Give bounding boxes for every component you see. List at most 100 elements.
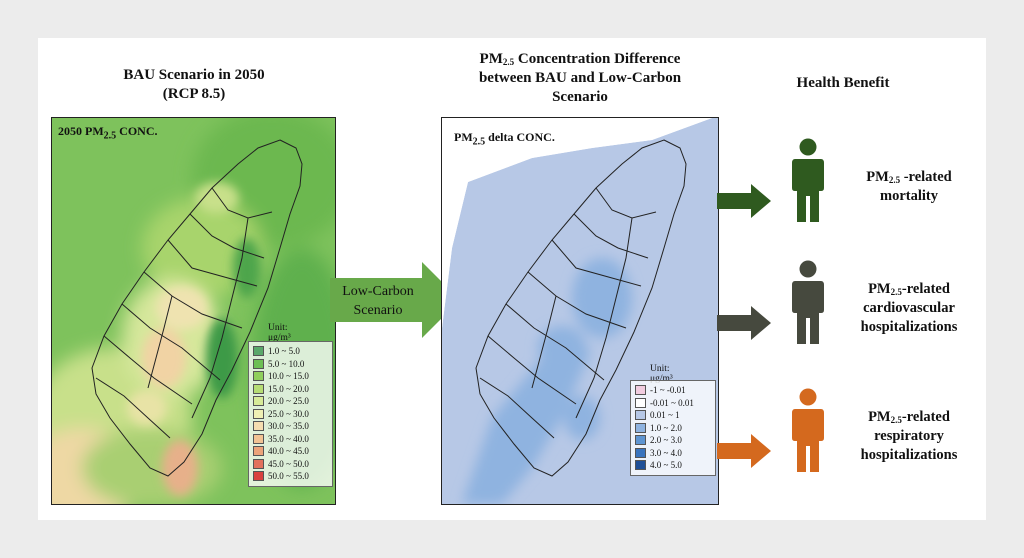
- bau-legend-label: 15.0 ~ 20.0: [268, 383, 309, 394]
- benefit-related: -related: [901, 281, 950, 297]
- bau-map-label-post: CONC.: [116, 124, 158, 138]
- middle-title-sub: 2.5: [502, 57, 515, 67]
- middle-title-line1: PM2.5 Concentration Difference: [440, 50, 720, 69]
- bau-legend-item: 20.0 ~ 25.0: [253, 395, 328, 408]
- delta-legend-label: 4.0 ~ 5.0: [650, 460, 682, 471]
- benefit-label-line2: respiratory: [874, 428, 944, 444]
- bau-legend-item: 45.0 ~ 50.0: [253, 458, 328, 471]
- bau-legend-swatch: [253, 408, 264, 419]
- bau-legend-label: 10.0 ~ 15.0: [268, 371, 309, 382]
- delta-legend-item: -0.01 ~ 0.01: [635, 397, 711, 410]
- bau-map: 2050 PM2.5 CONC. Unit: μg/m³ 1.0 ~ 5.0 5.…: [51, 117, 336, 505]
- benefit-pm: PM: [866, 169, 889, 185]
- delta-legend-swatch: [635, 410, 646, 421]
- bau-legend-label: 20.0 ~ 25.0: [268, 396, 309, 407]
- benefit-label: PM2.5-related respiratory hospitalizations: [834, 408, 984, 465]
- delta-legend-swatch: [635, 422, 646, 433]
- benefit-pm-sub: 2.5: [888, 175, 901, 185]
- benefit-related: -related: [901, 409, 950, 425]
- delta-legend-item: 2.0 ~ 3.0: [635, 434, 711, 447]
- person-body: [792, 281, 824, 344]
- benefit-arrow: [717, 184, 771, 218]
- benefit-label-line3: hospitalizations: [860, 447, 958, 463]
- bau-legend-swatch: [253, 433, 264, 444]
- person-body: [792, 159, 824, 222]
- person-head: [799, 138, 817, 156]
- person-head: [799, 388, 817, 406]
- bau-legend-swatch: [253, 383, 264, 394]
- delta-map: PM2.5 delta CONC. Unit: μg/m³ -1 ~ -0.01…: [441, 117, 719, 505]
- health-benefit-title: Health Benefit: [796, 75, 890, 91]
- benefit-pm-sub: 2.5: [890, 415, 902, 425]
- delta-legend-unit: Unit: μg/m³: [650, 364, 673, 384]
- bau-map-label: 2050 PM2.5 CONC.: [58, 124, 158, 141]
- bau-legend-unit: Unit: μg/m³: [268, 323, 291, 343]
- arrow-label-line1: Low-Carbon: [342, 284, 414, 299]
- delta-map-label-sub: 2.5: [472, 136, 486, 148]
- delta-legend-item: 3.0 ~ 4.0: [635, 447, 711, 460]
- middle-title-line2: between BAU and Low-Carbon: [478, 70, 682, 86]
- delta-legend-box: -1 ~ -0.01 -0.01 ~ 0.01 0.01 ~ 1 1.0 ~ 2.0 2…: [630, 380, 716, 476]
- bau-legend-label: 1.0 ~ 5.0: [268, 346, 300, 357]
- delta-legend-label: 1.0 ~ 2.0: [650, 422, 682, 433]
- benefit-arrow-shape: [717, 306, 771, 340]
- left-title-line2: (RCP 8.5): [162, 86, 226, 102]
- middle-title-line1-post: Concentration Difference: [514, 51, 681, 67]
- delta-legend-item: -1 ~ -0.01: [635, 384, 711, 397]
- bau-legend-label: 50.0 ~ 55.0: [268, 471, 309, 482]
- delta-legend-label: 3.0 ~ 4.0: [650, 447, 682, 458]
- delta-legend-item: 0.01 ~ 1: [635, 409, 711, 422]
- benefit-pm: PM: [868, 409, 891, 425]
- delta-map-label-post: delta CONC.: [485, 130, 555, 144]
- delta-legend-label: 0.01 ~ 1: [650, 410, 680, 421]
- benefit-label-line1: PM2.5 -related: [834, 168, 984, 187]
- person-head: [799, 260, 817, 278]
- benefit-label-line1: PM2.5-related: [834, 408, 984, 427]
- benefit-label-line1: PM2.5-related: [834, 280, 984, 299]
- bau-legend-item: 1.0 ~ 5.0: [253, 345, 328, 358]
- bau-legend-swatch: [253, 421, 264, 432]
- person-icon: [792, 260, 824, 344]
- left-title-line1: BAU Scenario in 2050: [123, 67, 265, 83]
- delta-legend-label: 2.0 ~ 3.0: [650, 435, 682, 446]
- bau-legend-swatch: [253, 471, 264, 482]
- bau-legend-item: 40.0 ~ 45.0: [253, 445, 328, 458]
- middle-title-line3: Scenario: [552, 89, 608, 105]
- benefit-arrow: [717, 434, 771, 468]
- bau-legend-item: 25.0 ~ 30.0: [253, 408, 328, 421]
- bau-legend-label: 35.0 ~ 40.0: [268, 433, 309, 444]
- person-body: [792, 409, 824, 472]
- delta-legend-label: -0.01 ~ 0.01: [650, 397, 694, 408]
- bau-legend-swatch: [253, 396, 264, 407]
- delta-legend-swatch: [635, 385, 646, 396]
- bau-legend-label: 40.0 ~ 45.0: [268, 446, 309, 457]
- bau-legend-label: 5.0 ~ 10.0: [268, 358, 305, 369]
- bau-legend-box: 1.0 ~ 5.0 5.0 ~ 10.0 10.0 ~ 15.0 15.0 ~ 20.…: [248, 341, 333, 487]
- bau-legend-label: 30.0 ~ 35.0: [268, 421, 309, 432]
- bau-legend-label: 25.0 ~ 30.0: [268, 408, 309, 419]
- delta-legend-item: 4.0 ~ 5.0: [635, 459, 711, 472]
- middle-title-pm: PM: [479, 51, 503, 67]
- delta-map-label-text: PM: [454, 130, 473, 144]
- delta-map-label: PM2.5 delta CONC.: [454, 130, 555, 147]
- bau-legend-swatch: [253, 346, 264, 357]
- bau-map-label-sub: 2.5: [103, 130, 117, 142]
- bau-legend-swatch: [253, 371, 264, 382]
- benefit-pm-sub: 2.5: [890, 287, 902, 297]
- bau-legend-swatch: [253, 458, 264, 469]
- delta-legend-label: -1 ~ -0.01: [650, 385, 686, 396]
- person-icon: [792, 138, 824, 222]
- delta-legend-item: 1.0 ~ 2.0: [635, 422, 711, 435]
- benefit-label-line3: hospitalizations: [860, 319, 958, 335]
- benefit-arrow-shape: [717, 184, 771, 218]
- delta-legend-swatch: [635, 447, 646, 458]
- figure-card: BAU Scenario in 2050 (RCP 8.5): [38, 38, 986, 520]
- low-carbon-arrow-label: Low-Carbon Scenario: [330, 282, 426, 320]
- bau-legend-item: 35.0 ~ 40.0: [253, 433, 328, 446]
- benefit-related: -related: [900, 169, 952, 185]
- benefit-label-line2: mortality: [880, 188, 938, 204]
- benefit-label: PM2.5 -related mortality: [834, 168, 984, 206]
- delta-legend-swatch: [635, 460, 646, 471]
- benefit-arrow: [717, 306, 771, 340]
- low-carbon-arrow: [330, 262, 460, 338]
